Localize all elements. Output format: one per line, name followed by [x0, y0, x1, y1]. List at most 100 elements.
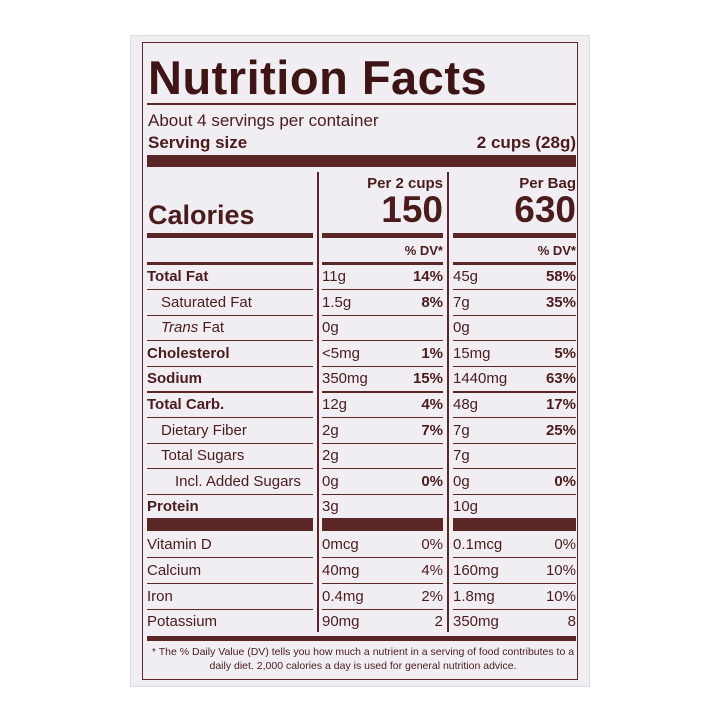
- rule: [147, 518, 313, 531]
- rule: [453, 582, 576, 584]
- amount: 350mg: [453, 613, 499, 631]
- nutrient-name: Dietary Fiber: [161, 421, 247, 439]
- rule: [322, 582, 443, 584]
- rule: [147, 314, 313, 316]
- daily-value: 0%: [421, 472, 443, 490]
- rule: [322, 391, 443, 393]
- nutrient-name: Incl. Added Sugars: [175, 472, 301, 490]
- nutrient-name: Iron: [147, 587, 173, 605]
- amount: 3g: [322, 498, 339, 516]
- rule: [453, 417, 576, 419]
- daily-value: 10%: [545, 587, 576, 605]
- amount: 7g: [453, 447, 470, 465]
- rule: [147, 155, 576, 167]
- rule: [147, 391, 313, 393]
- nutrient-name: Calcium: [147, 561, 202, 579]
- amount: 1440mg: [453, 370, 508, 388]
- dv-header: % DV*: [537, 243, 576, 258]
- rule: [453, 289, 576, 291]
- rule: [147, 365, 313, 367]
- rule: [147, 636, 576, 641]
- rule: [322, 442, 443, 444]
- daily-value: 2%: [421, 587, 443, 605]
- rule: [147, 103, 576, 105]
- nutrient-name: Protein: [147, 498, 199, 516]
- amount: 2g: [322, 447, 339, 465]
- nutrient-name: Total Sugars: [161, 447, 245, 465]
- daily-value: 10%: [545, 561, 576, 579]
- daily-value: 58%: [545, 268, 576, 285]
- amount: 12g: [322, 396, 348, 413]
- daily-value: 15%: [412, 370, 443, 388]
- rule: [453, 391, 576, 393]
- nutrient-name-group: Trans Fat: [161, 319, 224, 336]
- daily-value: 5%: [554, 344, 576, 362]
- rule: [147, 262, 313, 265]
- nutrient-name: Saturated Fat: [161, 293, 252, 311]
- rule: [322, 518, 443, 531]
- rule: [453, 314, 576, 316]
- amount: 0mcg: [322, 536, 359, 553]
- rule: [147, 582, 313, 584]
- daily-value: 8%: [421, 293, 443, 311]
- amount: 90mg: [322, 613, 360, 631]
- daily-value: 63%: [545, 370, 576, 388]
- footnote: * The % Daily Value (DV) tells you how m…: [151, 646, 575, 672]
- nutrient-name: Total Fat: [147, 268, 209, 285]
- servings: About 4 servings per container: [148, 111, 379, 130]
- amount: 15mg: [453, 344, 491, 362]
- daily-value: 1%: [421, 344, 443, 362]
- rule: [322, 557, 443, 559]
- rule: [453, 518, 576, 531]
- amount: 0.1mcg: [453, 536, 503, 553]
- amount: 10g: [453, 498, 479, 516]
- daily-value: 4%: [421, 396, 443, 413]
- calories-value: 150: [381, 189, 443, 230]
- amount: 350mg: [322, 370, 368, 388]
- daily-value: 0%: [421, 536, 443, 553]
- daily-value: 8: [567, 613, 576, 631]
- amount: 2g: [322, 421, 339, 439]
- amount: 0g: [322, 472, 339, 490]
- nutrient-name-prefix: Trans: [161, 319, 199, 337]
- amount: 0g: [322, 319, 339, 337]
- rule: [147, 442, 313, 444]
- amount: 0g: [453, 472, 470, 490]
- label-frame: [142, 42, 578, 680]
- amount: 48g: [453, 396, 479, 413]
- rule: [322, 340, 443, 342]
- rule: [453, 493, 576, 495]
- title: Nutrition Facts: [148, 51, 488, 104]
- amount: 11g: [322, 268, 346, 285]
- rule: [322, 417, 443, 419]
- rule: [322, 289, 443, 291]
- rule: [147, 493, 313, 495]
- rule: [147, 417, 313, 419]
- amount: 7g: [453, 293, 470, 311]
- nutrient-name: Fat: [202, 319, 225, 337]
- rule: [453, 365, 576, 367]
- rule: [453, 233, 576, 238]
- amount: 1.5g: [322, 293, 352, 311]
- rule: [453, 340, 576, 342]
- rule: [147, 340, 313, 342]
- rule: [322, 608, 443, 610]
- daily-value: 7%: [421, 421, 443, 439]
- column-header: Per Bag: [519, 175, 576, 192]
- nutrient-name: Total Carb.: [147, 396, 225, 413]
- rule: [322, 262, 443, 265]
- daily-value: 14%: [412, 268, 443, 285]
- amount: 160mg: [453, 561, 499, 579]
- nutrient-name: Sodium: [147, 370, 202, 388]
- rule: [317, 172, 319, 632]
- rule: [447, 172, 449, 632]
- rule: [453, 608, 576, 610]
- rule: [147, 233, 313, 238]
- rule: [322, 468, 443, 470]
- amount: 0g: [453, 319, 470, 337]
- calories-label: Calories: [148, 200, 255, 230]
- rule: [322, 314, 443, 316]
- nutrient-name: Potassium: [147, 613, 218, 631]
- daily-value: 4%: [421, 561, 443, 579]
